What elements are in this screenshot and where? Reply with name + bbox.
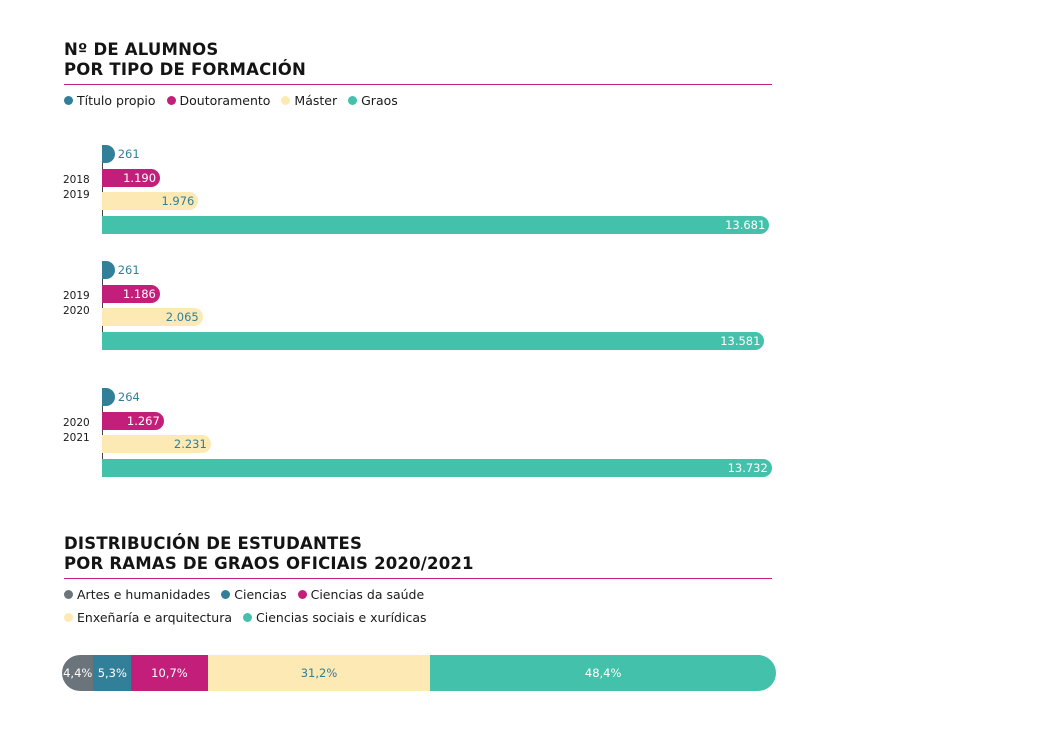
legend-label-artes: Artes e humanidades xyxy=(77,587,211,602)
category-label-line: 2019 xyxy=(63,189,90,201)
data-label-master: 1.976 xyxy=(161,194,195,208)
legend-item-enxenaria: Enxeñaría e arquitectura xyxy=(64,610,232,625)
legend-label-sociais: Ciencias sociais e xurídicas xyxy=(256,610,427,625)
legend-label-master: Máster xyxy=(294,93,338,108)
segment-label-enxenaria: 31,2% xyxy=(300,666,338,680)
legend-label-enxenaria: Enxeñaría e arquitectura xyxy=(77,610,233,625)
legend-dot-artes xyxy=(64,590,73,599)
bar-titulo xyxy=(102,388,115,406)
bar-doutoramento xyxy=(102,284,160,303)
legend-dot-doutoramento xyxy=(166,96,176,105)
category-label: 2018 2019 xyxy=(63,173,93,203)
legend-label-graos: Graos xyxy=(361,93,398,108)
category-label: 2019 2020 xyxy=(63,289,93,319)
chart2-legend-row1: Artes e humanidades Ciencias Ciencias da… xyxy=(64,587,435,602)
bar-titulo xyxy=(102,261,115,279)
legend-item-saude: Ciencias da saúde xyxy=(297,587,425,602)
category-label-line: 2020 xyxy=(63,417,90,429)
segment-label-sociais: 48,4% xyxy=(584,666,622,680)
segment-label-saude: 10,7% xyxy=(151,666,188,680)
legend-label-saude: Ciencias da saúde xyxy=(310,587,425,602)
legend-item-sociais: Ciencias sociais e xurídicas xyxy=(243,610,427,625)
bar-graos xyxy=(102,458,772,477)
chart2-stacked-bar: 4,4% 5,3% 10,7% 31,2% 48,4% xyxy=(62,655,776,691)
segment-sociais: 48,4% xyxy=(430,655,776,691)
legend-dot-sociais xyxy=(243,613,253,622)
data-label-titulo: 261 xyxy=(117,147,140,161)
legend-dot-graos xyxy=(348,96,358,105)
category-label-line: 2019 xyxy=(63,290,90,302)
legend-label-ciencias: Ciencias xyxy=(234,587,287,602)
category-label-line: 2018 xyxy=(63,174,90,186)
segment-ciencias: 5,3% xyxy=(93,655,132,691)
bar-graos xyxy=(102,331,765,350)
legend-item-master: Máster xyxy=(281,93,337,108)
data-label-doutoramento: 1.267 xyxy=(126,413,160,428)
group-axis-line xyxy=(102,261,103,350)
chart2-title-line2: POR RAMAS DE GRAOS OFICIAIS 2020/2021 xyxy=(64,554,474,573)
legend-dot-master xyxy=(281,96,291,105)
legend-dot-enxenaria xyxy=(64,613,73,622)
legend-dot-saude xyxy=(297,590,307,599)
legend-item-artes: Artes e humanidades xyxy=(64,587,210,602)
bar-master xyxy=(102,435,211,453)
bar-doutoramento xyxy=(102,168,161,187)
chart1-title: Nº DE ALUMNOS POR TIPO DE FORMACIÓN xyxy=(64,40,306,80)
group-axis-line xyxy=(102,388,103,477)
chart1-title-line1: Nº DE ALUMNOS xyxy=(64,40,219,59)
data-label-graos: 13.681 xyxy=(725,217,766,232)
segment-artes: 4,4% xyxy=(62,655,94,691)
bar-graos xyxy=(102,215,770,234)
legend-item-graos: Graos xyxy=(348,93,398,108)
data-label-graos: 13.732 xyxy=(727,460,768,475)
data-label-doutoramento: 1.186 xyxy=(122,286,156,301)
data-label-titulo: 264 xyxy=(117,390,140,404)
chart2-title-rule xyxy=(64,578,772,580)
segment-enxenaria: 31,2% xyxy=(207,655,431,691)
segment-label-ciencias: 5,3% xyxy=(97,666,127,680)
legend-dot-titulo xyxy=(64,96,73,105)
category-label: 2020 2021 xyxy=(63,416,93,446)
data-label-titulo: 261 xyxy=(117,263,140,277)
bar-master xyxy=(102,308,203,326)
bar-titulo xyxy=(102,145,115,163)
legend-item-doutoramento: Doutoramento xyxy=(166,93,271,108)
bar-doutoramento xyxy=(102,411,164,430)
chart1-title-line2: POR TIPO DE FORMACIÓN xyxy=(64,60,307,79)
chart1-legend: Título propio Doutoramento Máster Graos xyxy=(64,93,409,108)
segment-label-artes: 4,4% xyxy=(63,666,93,680)
legend-item-titulo: Título propio xyxy=(64,93,156,108)
chart2-title-line1: DISTRIBUCIÓN DE ESTUDANTES xyxy=(64,534,363,553)
group-axis-line xyxy=(102,145,103,234)
legend-item-ciencias: Ciencias xyxy=(221,587,287,602)
data-label-doutoramento: 1.190 xyxy=(123,170,157,185)
legend-label-titulo: Título propio xyxy=(77,93,156,108)
chart2-title: DISTRIBUCIÓN DE ESTUDANTES POR RAMAS DE … xyxy=(64,534,474,574)
bar-master xyxy=(102,192,199,210)
chart2-legend-row2: Enxeñaría e arquitectura Ciencias sociai… xyxy=(64,610,438,625)
legend-dot-ciencias xyxy=(221,590,231,599)
legend-label-doutoramento: Doutoramento xyxy=(179,93,271,108)
data-label-master: 2.231 xyxy=(173,437,207,451)
segment-saude: 10,7% xyxy=(131,655,208,691)
data-label-master: 2.065 xyxy=(165,310,199,324)
category-label-line: 2020 xyxy=(63,305,90,317)
chart1-title-rule xyxy=(64,84,772,86)
category-label-line: 2021 xyxy=(63,432,90,444)
data-label-graos: 13.581 xyxy=(720,333,761,348)
